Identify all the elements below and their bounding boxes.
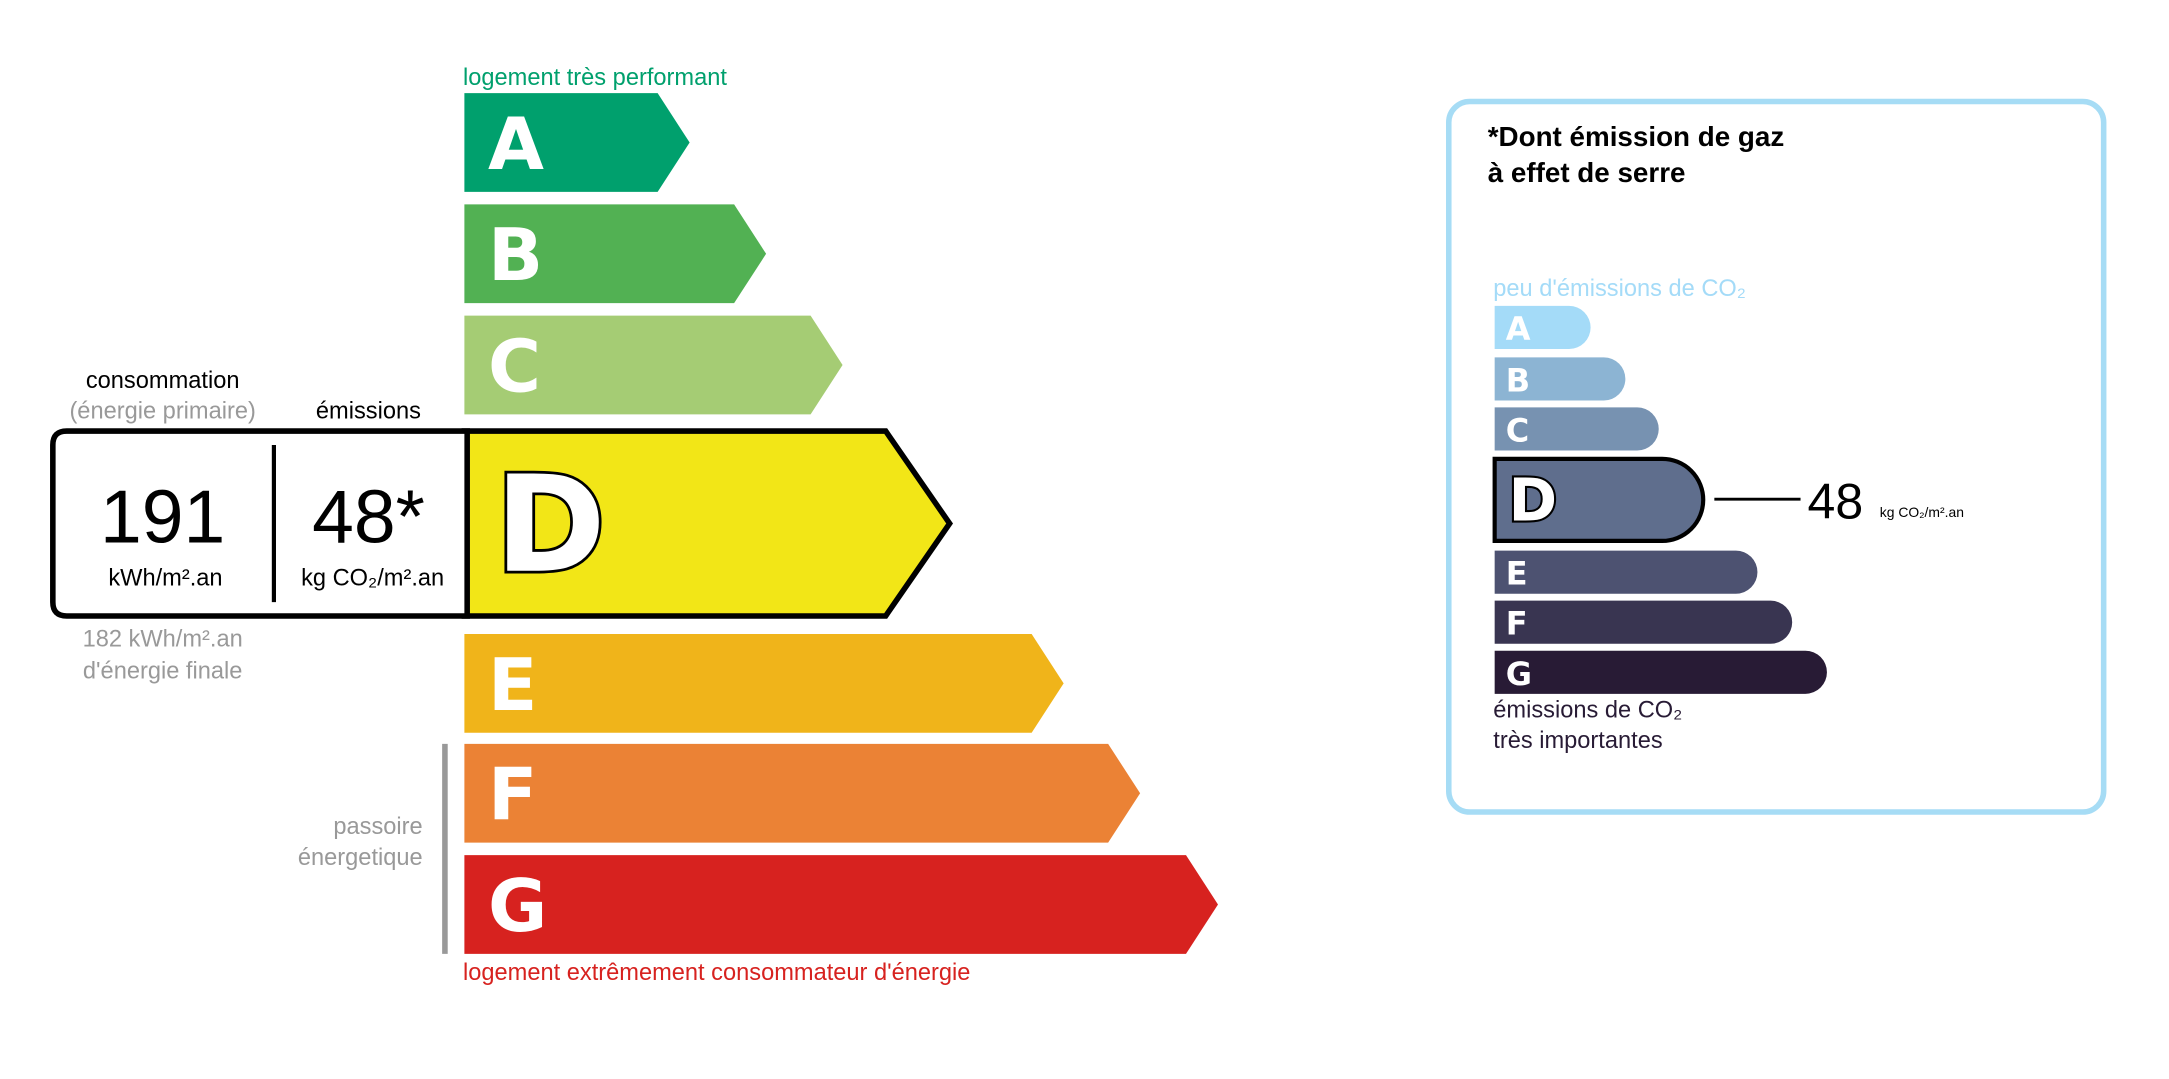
ges-letter-c: C (1506, 411, 1529, 449)
ges-bar-c (1494, 407, 1659, 451)
ges-class-d: D (1492, 456, 1706, 543)
energy-letter-e: E (488, 644, 537, 728)
energy-bar-g (464, 855, 1218, 954)
consumption-value: 191 (100, 474, 225, 558)
emissions-unit: kg CO₂/m².an (301, 565, 444, 591)
emissions-label: émissions (316, 399, 421, 425)
energy-class-d: D (461, 428, 954, 619)
energy-class-b: B (464, 204, 767, 304)
energy-bar-e (464, 634, 1064, 733)
ges-letter-d: D (1509, 467, 1557, 535)
ges-bar-a (1494, 305, 1591, 350)
passoire-label-1: passoire (333, 814, 422, 840)
primaire-label: (énergie primaire) (69, 399, 255, 425)
ges-bar-d (1492, 456, 1706, 543)
energy-bar-c (464, 315, 843, 415)
energy-letter-g: G (488, 865, 547, 949)
energy-class-g: G (464, 855, 1218, 954)
final-energy-label: d'énergie finale (83, 659, 243, 685)
ges-bottom-label-1: émissions de CO₂ (1493, 697, 1682, 723)
passoire-label-2: énergetique (298, 845, 423, 871)
ges-value: 48 (1808, 474, 1864, 530)
emissions-value: 48* (312, 474, 425, 558)
ges-bottom-label-2: très importantes (1493, 728, 1662, 754)
ges-letter-e: E (1506, 555, 1528, 593)
ges-bar-e (1494, 550, 1758, 594)
energy-class-a: A (464, 93, 690, 192)
ges-unit: kg CO₂/m².an (1880, 504, 1964, 520)
energy-letter-f: F (488, 754, 537, 838)
consommation-label: consommation (86, 368, 240, 394)
energy-class-c: C (464, 315, 843, 415)
energy-letter-b: B (488, 214, 543, 298)
ges-class-e: E (1494, 550, 1758, 594)
ges-bar-f (1494, 600, 1793, 644)
ges-top-label: peu d'émissions de CO₂ (1493, 276, 1746, 302)
ges-letter-a: A (1506, 310, 1531, 348)
energy-value-box (50, 428, 470, 619)
ges-letter-b: B (1506, 361, 1530, 399)
energy-class-e: E (464, 634, 1064, 733)
ges-class-a: A (1494, 305, 1591, 350)
ges-class-c: C (1494, 407, 1659, 451)
ges-letter-g: G (1506, 655, 1532, 693)
ges-bar-g (1494, 650, 1827, 694)
energy-bar-a (464, 93, 690, 192)
ges-class-b: B (1494, 357, 1626, 401)
final-energy-value: 182 kWh/m².an (83, 627, 243, 653)
ges-class-f: F (1494, 600, 1793, 644)
consumption-unit: kWh/m².an (108, 565, 222, 591)
energy-letter-d: D (495, 448, 606, 603)
ges-title-1: *Dont émission de gaz (1488, 121, 1785, 152)
ges-class-g: G (1494, 650, 1827, 694)
ges-letter-f: F (1506, 605, 1528, 643)
energy-letter-c: C (488, 325, 541, 409)
energy-bar-f (464, 743, 1141, 843)
energy-top-label: logement très performant (463, 65, 727, 91)
energy-class-f: F (464, 743, 1141, 843)
energy-bar-b (464, 204, 767, 304)
energy-bottom-label: logement extrêmement consommateur d'éner… (463, 960, 970, 986)
ges-bar-b (1494, 357, 1626, 401)
energy-letter-a: A (488, 103, 544, 187)
ges-title-2: à effet de serre (1488, 157, 1686, 188)
